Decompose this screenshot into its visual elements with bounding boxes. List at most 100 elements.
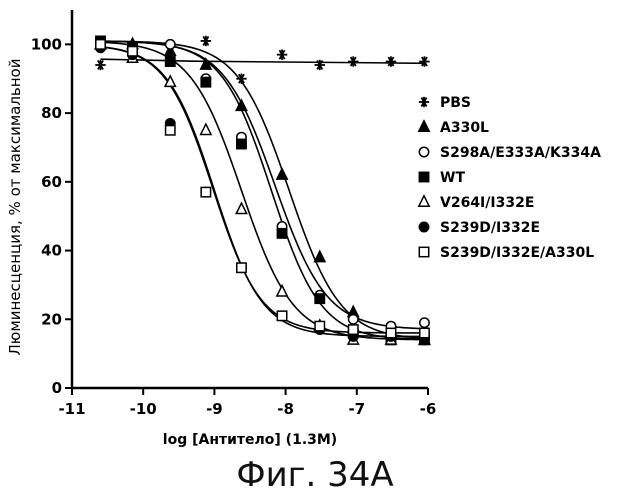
x-axis-label: log [Антитело] (1.3M) bbox=[163, 432, 337, 448]
legend-label: S239D/I332E/A330L bbox=[440, 245, 594, 261]
curve-s239d-i332e bbox=[100, 47, 424, 337]
data-point bbox=[201, 77, 210, 86]
legend-marker bbox=[419, 172, 428, 181]
x-tick-label: -7 bbox=[348, 400, 365, 418]
marker-shape bbox=[419, 247, 428, 256]
marker-shape bbox=[237, 139, 246, 148]
curve-s239d-i332e-a330l bbox=[100, 47, 424, 333]
marker-shape bbox=[166, 57, 175, 66]
y-tick-label: 40 bbox=[41, 242, 62, 260]
data-point bbox=[236, 74, 246, 84]
series-v264i-i332e bbox=[95, 38, 429, 344]
data-point bbox=[277, 286, 287, 296]
data-point bbox=[96, 40, 105, 49]
curve-wt bbox=[100, 41, 424, 339]
series-s239d-i332e bbox=[96, 43, 429, 344]
legend-item: S239D/I332E bbox=[419, 220, 540, 236]
legend-label: V264I/I332E bbox=[440, 195, 534, 211]
legend-item: V264I/I332E bbox=[419, 195, 535, 211]
y-tick-label: 0 bbox=[52, 379, 62, 397]
data-point bbox=[315, 294, 324, 303]
y-tick-label: 60 bbox=[41, 173, 62, 191]
data-point bbox=[95, 60, 105, 70]
curve-s298a-e333a-k334a bbox=[100, 41, 424, 328]
curve-v264i-i332e bbox=[100, 42, 424, 339]
legend-label: PBS bbox=[440, 95, 471, 111]
curve-a330l bbox=[100, 41, 424, 338]
marker-shape bbox=[96, 40, 105, 49]
marker-shape bbox=[420, 318, 429, 327]
data-point bbox=[201, 36, 211, 46]
marker-shape bbox=[166, 126, 175, 135]
data-point bbox=[237, 139, 246, 148]
data-point bbox=[237, 263, 246, 272]
data-point bbox=[236, 203, 246, 213]
legend-label: WT bbox=[440, 170, 465, 186]
legend-marker bbox=[419, 147, 428, 156]
data-point bbox=[277, 169, 287, 179]
marker-shape bbox=[419, 121, 429, 131]
legend-marker bbox=[419, 222, 428, 231]
marker-shape bbox=[166, 40, 175, 49]
data-point bbox=[166, 126, 175, 135]
data-point bbox=[349, 325, 358, 334]
x-tick-label: -9 bbox=[206, 400, 223, 418]
chart: -11-10-9-8-7-6020406080100log [Антитело]… bbox=[0, 0, 630, 455]
marker-shape bbox=[420, 328, 429, 337]
marker-shape bbox=[315, 251, 325, 261]
marker-shape bbox=[236, 203, 246, 213]
legend-label: S239D/I332E bbox=[440, 220, 540, 236]
x-tick-label: -10 bbox=[130, 400, 157, 418]
marker-shape bbox=[349, 325, 358, 334]
figure-caption: Фиг. 34А bbox=[0, 455, 630, 495]
y-tick-label: 20 bbox=[41, 310, 62, 328]
data-point bbox=[419, 56, 429, 66]
y-tick-label: 80 bbox=[41, 104, 62, 122]
series-s239d-i332e-a330l bbox=[96, 40, 429, 338]
data-point bbox=[166, 57, 175, 66]
y-axis-label: Люминесценция, % от максимальной bbox=[6, 59, 24, 356]
legend-marker bbox=[419, 247, 428, 256]
legend-marker bbox=[419, 121, 429, 131]
x-tick-label: -8 bbox=[277, 400, 294, 418]
data-point bbox=[166, 40, 175, 49]
data-point bbox=[315, 321, 324, 330]
data-point bbox=[128, 47, 137, 56]
marker-shape bbox=[277, 229, 286, 238]
marker-shape bbox=[349, 315, 358, 324]
marker-shape bbox=[419, 172, 428, 181]
legend-item: S298A/E333A/K334A bbox=[419, 145, 601, 161]
marker-shape bbox=[201, 124, 211, 134]
marker-shape bbox=[277, 286, 287, 296]
legend-label: A330L bbox=[440, 120, 489, 136]
legend-item: S239D/I332E/A330L bbox=[419, 245, 594, 261]
series-a330l bbox=[95, 38, 429, 344]
data-point bbox=[348, 56, 358, 66]
data-point bbox=[386, 56, 396, 66]
marker-shape bbox=[201, 187, 210, 196]
marker-shape bbox=[315, 294, 324, 303]
data-point bbox=[201, 187, 210, 196]
marker-shape bbox=[237, 263, 246, 272]
marker-shape bbox=[315, 321, 324, 330]
legend: PBS A330L S298A/E333A/K334A WT V264I/I332E S2… bbox=[419, 95, 601, 261]
marker-shape bbox=[277, 169, 287, 179]
data-point bbox=[277, 229, 286, 238]
legend-marker bbox=[419, 196, 429, 206]
plot-area: -11-10-9-8-7-6020406080100log [Антитело]… bbox=[6, 10, 601, 448]
legend-item: WT bbox=[419, 170, 465, 186]
x-tick-label: -6 bbox=[420, 400, 437, 418]
data-point bbox=[315, 60, 325, 70]
series-s298a-e333a-k334a bbox=[96, 40, 429, 331]
data-point bbox=[420, 318, 429, 327]
series-wt bbox=[96, 36, 429, 344]
marker-shape bbox=[419, 196, 429, 206]
y-tick-label: 100 bbox=[31, 35, 62, 53]
data-point bbox=[277, 49, 287, 59]
data-point bbox=[201, 124, 211, 134]
legend-marker bbox=[419, 97, 429, 107]
marker-shape bbox=[128, 47, 137, 56]
marker-shape bbox=[277, 311, 286, 320]
data-point bbox=[277, 311, 286, 320]
data-point bbox=[420, 328, 429, 337]
